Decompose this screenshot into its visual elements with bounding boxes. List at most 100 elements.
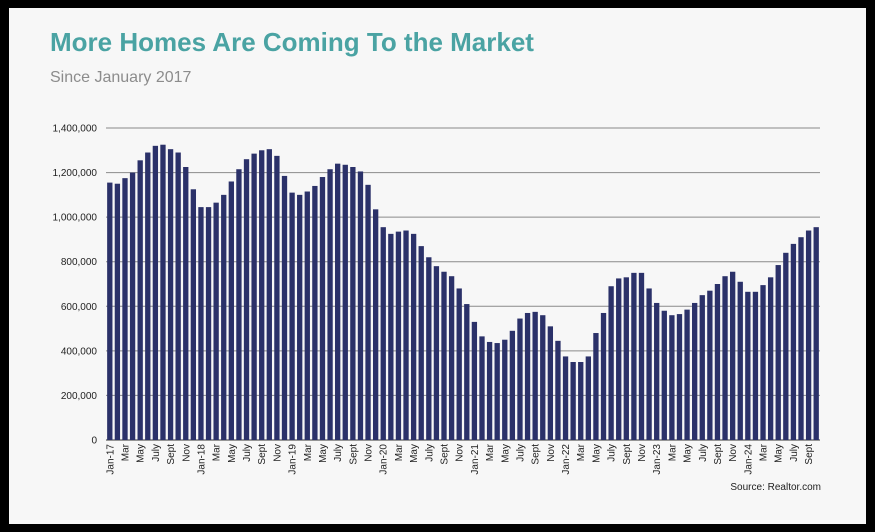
x-tick-label: Mar [485,443,496,461]
bar [729,271,736,440]
x-tick-label: July [151,444,162,462]
x-tick-label: May [318,444,329,463]
bar [745,291,751,440]
y-tick-label: 400,000 [61,346,98,357]
x-tick-label: May [409,444,420,463]
x-tick-label: May [774,444,785,463]
x-tick-label: May [591,444,602,463]
bar [805,230,812,440]
bar [593,333,599,440]
x-tick-label: July [242,444,253,462]
bar [213,202,219,440]
bar [479,336,485,440]
bar [259,150,265,441]
x-tick-label: Mar [212,443,223,461]
bar [122,178,128,440]
bar [570,362,576,440]
bar [441,271,447,440]
bar [342,164,348,440]
bar [502,339,508,440]
x-tick-label: Mar [303,443,314,461]
x-tick-label: Nov [546,444,557,462]
x-tick-label: Mar [667,443,678,461]
chart-subtitle: Since January 2017 [50,69,192,86]
bar [410,233,417,440]
bar [638,272,645,440]
x-tick-label: July [698,444,709,462]
x-tick-label: July [424,444,435,462]
bar [160,144,166,440]
bar [114,183,121,440]
x-tick-label: Mar [576,443,587,461]
x-tick-label: Jan-17 [105,444,116,475]
bar [783,252,789,440]
bar [813,227,819,440]
bar [456,288,462,440]
bar [494,343,500,440]
x-tick-label: Nov [637,444,648,462]
bar [350,167,356,440]
bar [372,209,379,440]
bar [107,182,113,440]
x-tick-label: Jan-24 [743,444,754,475]
bar [357,171,364,440]
bar [380,227,386,440]
bar [767,277,774,440]
bar [646,288,652,440]
bar [129,172,136,441]
bar [661,310,667,440]
x-tick-label: Jan-20 [379,444,390,475]
bar [707,290,713,440]
bar [578,362,584,440]
bar [722,276,728,440]
bar [198,207,204,440]
bar [760,285,766,440]
y-tick-label: 600,000 [61,302,98,313]
bar [676,314,683,440]
bar [183,167,189,440]
y-tick-label: 0 [91,436,97,447]
bar [145,152,151,440]
bar [540,315,546,440]
gridlines [106,127,820,441]
bar [471,321,478,440]
bar [297,194,303,440]
bar [312,185,318,440]
bar [585,356,591,440]
bar [243,159,250,440]
bar [175,152,181,440]
x-tick-label: May [227,444,238,463]
x-tick-label: May [683,444,694,463]
x-tick-label: July [789,444,800,462]
x-tick-label: Nov [181,444,192,462]
x-tick-label: Mar [120,443,131,461]
bar [335,163,341,440]
x-tick-label: Mar [394,443,405,461]
bar [699,295,705,440]
y-tick-label: 1,000,000 [53,213,98,224]
x-tick-label: Sept [166,444,177,465]
x-tick-label: Jan-19 [288,444,299,475]
x-tick-label: Nov [272,444,283,462]
x-tick-label: Jan-23 [652,444,663,475]
x-tick-label: May [136,444,147,463]
bar [737,281,743,440]
bar [775,265,781,440]
bar [608,286,614,440]
y-tick-label: 200,000 [61,391,98,402]
x-tick-label: July [607,444,618,462]
bar [289,192,295,440]
x-tick-label: Jan-22 [561,444,572,475]
y-tick-label: 1,200,000 [53,168,98,179]
x-tick-label: Sept [257,444,268,465]
bar [524,312,531,440]
bar [251,153,257,440]
bar [692,302,698,440]
source-note: Source: Realtor.com [730,482,821,493]
bar [281,175,288,440]
bar [684,309,690,440]
bar [418,246,424,440]
bar [509,330,516,440]
x-tick-label: July [333,444,344,462]
x-tick-label: July [515,444,526,462]
